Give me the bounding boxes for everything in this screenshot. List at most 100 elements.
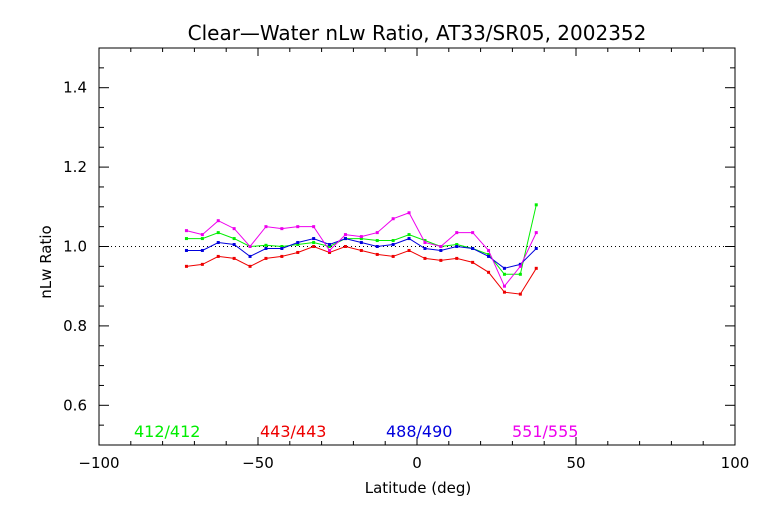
y-tick-label: 1.0 (63, 238, 87, 256)
data-point (248, 264, 252, 268)
y-axis-label: nLw Ratio (37, 225, 55, 298)
y-tick-label: 0.8 (63, 317, 87, 335)
data-point (471, 260, 475, 264)
data-point (328, 248, 332, 252)
data-point (375, 231, 379, 235)
y-tick-label: 1.4 (63, 79, 87, 97)
data-point (200, 262, 204, 266)
data-point (359, 241, 363, 245)
data-point (487, 248, 491, 252)
data-point (439, 258, 443, 262)
data-point (328, 245, 332, 248)
data-point (471, 231, 475, 235)
data-point (184, 264, 188, 268)
x-tick-label: 50 (566, 454, 585, 472)
data-point (184, 237, 188, 241)
data-point (423, 246, 427, 250)
data-point (216, 231, 220, 235)
data-point (487, 252, 491, 256)
data-point (455, 231, 459, 235)
data-point (264, 225, 268, 229)
data-point (296, 250, 300, 254)
data-point (280, 246, 284, 250)
data-point (407, 248, 411, 252)
data-point (375, 245, 379, 248)
legend-entry-488: 488/490 (386, 422, 452, 441)
data-point (264, 256, 268, 260)
data-point (391, 254, 395, 258)
data-point (502, 266, 506, 270)
data-point (391, 239, 395, 243)
data-point (280, 227, 284, 231)
data-point (312, 241, 316, 245)
data-point (200, 233, 204, 237)
data-point (439, 248, 443, 252)
chart-title: Clear—Water nLw Ratio, AT33/SR05, 200235… (188, 21, 647, 45)
data-point (232, 227, 236, 231)
data-point (280, 254, 284, 258)
data-point (248, 254, 252, 258)
data-point (518, 292, 522, 296)
data-point (375, 239, 379, 243)
data-point (534, 231, 538, 235)
data-point (216, 254, 220, 258)
data-point (200, 237, 204, 241)
data-point (296, 243, 300, 247)
data-point (518, 262, 522, 266)
data-point (248, 245, 252, 248)
data-point (312, 237, 316, 241)
y-tick-label: 1.2 (63, 158, 87, 176)
data-point (534, 266, 538, 270)
data-point (216, 219, 220, 223)
data-point (184, 248, 188, 252)
x-tick-label: −100 (78, 454, 119, 472)
data-point (280, 245, 284, 248)
data-point (328, 243, 332, 247)
data-point (343, 237, 347, 241)
y-tick-label: 0.6 (63, 396, 87, 414)
data-point (423, 239, 427, 243)
legend-entry-551: 551/555 (512, 422, 578, 441)
legend-entry-412: 412/412 (134, 422, 200, 441)
data-point (232, 256, 236, 260)
data-point (407, 211, 411, 215)
data-point (232, 237, 236, 241)
data-point (407, 237, 411, 241)
data-point (312, 225, 316, 229)
legend: 412/412 443/443 488/490 551/555 (134, 422, 578, 441)
data-point (518, 264, 522, 268)
data-point (328, 250, 332, 254)
data-point (296, 241, 300, 245)
data-point (184, 229, 188, 233)
data-point (200, 248, 204, 252)
x-tick-label: 0 (412, 454, 422, 472)
data-point (359, 237, 363, 241)
data-point (423, 256, 427, 260)
data-point (455, 245, 459, 248)
data-point (455, 256, 459, 260)
x-axis-label: Latitude (deg) (365, 479, 471, 497)
data-point (502, 272, 506, 276)
legend-entry-443: 443/443 (260, 422, 326, 441)
data-point (232, 243, 236, 247)
data-point (534, 203, 538, 207)
data-point (391, 243, 395, 247)
data-point (518, 272, 522, 276)
data-point (455, 243, 459, 247)
x-tick-label: −50 (242, 454, 274, 472)
data-point (487, 270, 491, 274)
data-point (471, 246, 475, 250)
axis-ticks: −100 −50 0 50 100 0.6 0.8 1.0 1.2 1.4 (63, 48, 749, 472)
data-point (216, 241, 220, 245)
data-point (534, 246, 538, 250)
data-point (502, 284, 506, 288)
data-point (439, 245, 443, 248)
data-point (264, 243, 268, 247)
data-point (359, 235, 363, 239)
data-point (359, 248, 363, 252)
data-point (391, 217, 395, 221)
x-tick-label: 100 (721, 454, 750, 472)
data-point (343, 245, 347, 248)
data-point (375, 252, 379, 256)
